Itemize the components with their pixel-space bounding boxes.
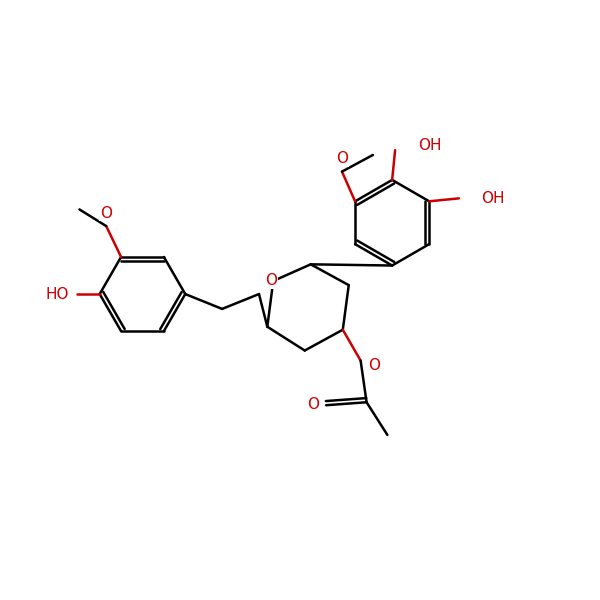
Text: OH: OH bbox=[418, 138, 441, 153]
Text: OH: OH bbox=[482, 191, 505, 206]
Text: O: O bbox=[100, 206, 112, 221]
Text: O: O bbox=[265, 274, 277, 289]
Text: O: O bbox=[307, 397, 319, 412]
Text: O: O bbox=[336, 151, 348, 166]
Text: O: O bbox=[368, 358, 380, 373]
Text: HO: HO bbox=[45, 287, 68, 302]
